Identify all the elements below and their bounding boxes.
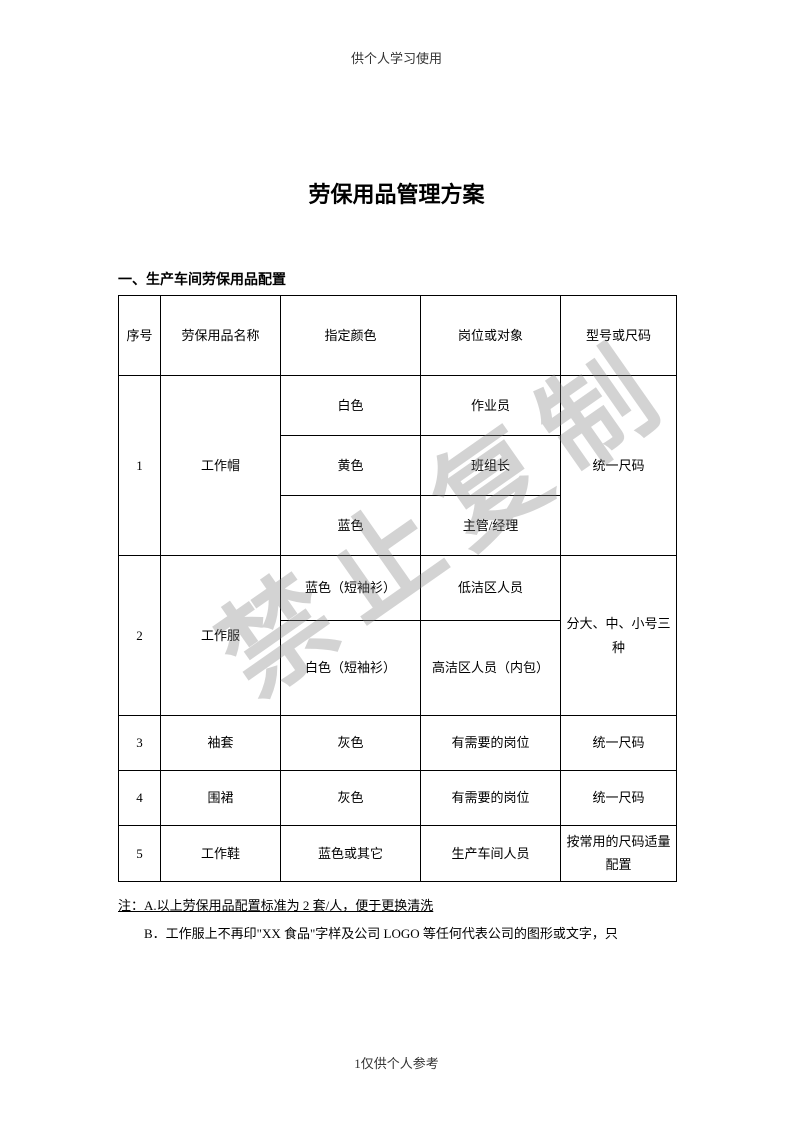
cell-pos: 低洁区人员 (421, 556, 561, 621)
page-header: 供个人学习使用 (0, 0, 793, 67)
table-row: 4 围裙 灰色 有需要的岗位 统一尺码 (119, 771, 677, 826)
note-b: B．工作服上不再印"XX 食品"字样及公司 LOGO 等任何代表公司的图形或文字… (118, 920, 793, 949)
cell-name: 工作帽 (161, 376, 281, 556)
cell-name: 工作鞋 (161, 826, 281, 882)
cell-name: 围裙 (161, 771, 281, 826)
cell-pos: 有需要的岗位 (421, 771, 561, 826)
cell-color: 蓝色 (281, 496, 421, 556)
main-title: 劳保用品管理方案 (0, 177, 793, 209)
cell-spec: 统一尺码 (561, 376, 677, 556)
note-a: 注：A.以上劳保用品配置标准为 2 套/人，便于更换清洗 (118, 892, 793, 921)
cell-seq: 3 (119, 716, 161, 771)
cell-spec: 统一尺码 (561, 716, 677, 771)
table-row: 3 袖套 灰色 有需要的岗位 统一尺码 (119, 716, 677, 771)
cell-seq: 4 (119, 771, 161, 826)
cell-pos: 作业员 (421, 376, 561, 436)
cell-pos: 高洁区人员（内包） (421, 621, 561, 716)
cell-color: 白色（短袖衫） (281, 621, 421, 716)
table-header-row: 序号 劳保用品名称 指定颜色 岗位或对象 型号或尺码 (119, 296, 677, 376)
cell-seq: 2 (119, 556, 161, 716)
cell-pos: 生产车间人员 (421, 826, 561, 882)
cell-spec: 分大、中、小号三种 (561, 556, 677, 716)
cell-color: 灰色 (281, 716, 421, 771)
cell-spec: 统一尺码 (561, 771, 677, 826)
cell-color: 黄色 (281, 436, 421, 496)
cell-color: 蓝色（短袖衫） (281, 556, 421, 621)
section-title: 一、生产车间劳保用品配置 (118, 269, 793, 289)
cell-color: 蓝色或其它 (281, 826, 421, 882)
cell-spec: 按常用的尺码适量配置 (561, 826, 677, 882)
header-color: 指定颜色 (281, 296, 421, 376)
cell-seq: 5 (119, 826, 161, 882)
cell-name: 工作服 (161, 556, 281, 716)
page-footer: 1仅供个人参考 (0, 1053, 793, 1072)
cell-pos: 主管/经理 (421, 496, 561, 556)
cell-name: 袖套 (161, 716, 281, 771)
cell-pos: 班组长 (421, 436, 561, 496)
table-row: 5 工作鞋 蓝色或其它 生产车间人员 按常用的尺码适量配置 (119, 826, 677, 882)
header-name: 劳保用品名称 (161, 296, 281, 376)
header-position: 岗位或对象 (421, 296, 561, 376)
header-seq: 序号 (119, 296, 161, 376)
header-spec: 型号或尺码 (561, 296, 677, 376)
config-table: 序号 劳保用品名称 指定颜色 岗位或对象 型号或尺码 1 工作帽 白色 作业员 … (118, 295, 677, 882)
cell-color: 灰色 (281, 771, 421, 826)
notes-section: 注：A.以上劳保用品配置标准为 2 套/人，便于更换清洗 B．工作服上不再印"X… (118, 892, 793, 949)
cell-seq: 1 (119, 376, 161, 556)
table-row: 1 工作帽 白色 作业员 统一尺码 (119, 376, 677, 436)
table-row: 2 工作服 蓝色（短袖衫） 低洁区人员 分大、中、小号三种 (119, 556, 677, 621)
cell-color: 白色 (281, 376, 421, 436)
cell-pos: 有需要的岗位 (421, 716, 561, 771)
